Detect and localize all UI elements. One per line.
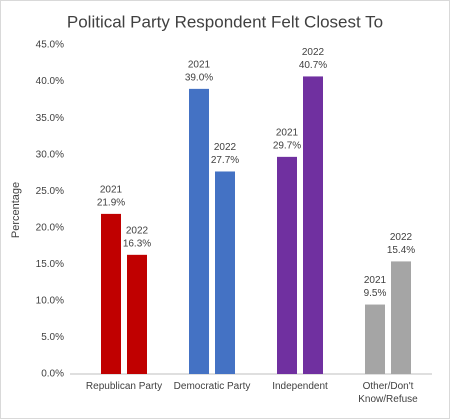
y-tick-label: 20.0% <box>36 222 64 233</box>
bar-series-label: 2022 <box>126 225 149 236</box>
y-tick-label: 30.0% <box>36 149 64 160</box>
bar-series-label: 2021 <box>100 185 123 196</box>
y-tick-label: 0.0% <box>41 369 64 380</box>
bar <box>215 171 235 374</box>
y-axis-title: Percentage <box>10 182 22 238</box>
y-tick-label: 15.0% <box>36 259 64 270</box>
bar <box>277 156 297 374</box>
bar-value-label: 15.4% <box>387 245 415 256</box>
bar-series-label: 2021 <box>276 128 299 139</box>
bar <box>101 213 121 374</box>
y-tick-label: 5.0% <box>41 332 64 343</box>
bar <box>365 304 385 374</box>
bar-series-label: 2022 <box>214 142 237 153</box>
bar-value-label: 39.0% <box>185 73 213 84</box>
bar-value-label: 16.3% <box>123 238 151 249</box>
x-tick-label: Democratic Party <box>173 381 251 392</box>
bar <box>391 261 411 374</box>
bar-series-label: 2021 <box>188 60 211 71</box>
bar-value-label: 9.5% <box>364 288 387 299</box>
bar-series-label: 2022 <box>302 47 325 58</box>
bar-value-label: 29.7% <box>273 141 301 152</box>
y-tick-label: 25.0% <box>36 186 64 197</box>
y-tick-label: 35.0% <box>36 113 64 124</box>
x-tick-label: Other/Don't Know/Refuse <box>358 381 418 405</box>
bar-value-label: 27.7% <box>211 155 239 166</box>
bar-value-label: 21.9% <box>97 198 125 209</box>
x-tick-label: Republican Party <box>85 381 163 392</box>
bar-series-label: 2021 <box>364 275 387 286</box>
y-tick-label: 45.0% <box>36 40 64 51</box>
bar <box>189 88 209 374</box>
bar <box>303 76 323 374</box>
bar-value-label: 40.7% <box>299 60 327 71</box>
y-tick-label: 40.0% <box>36 76 64 87</box>
chart-title: Political Party Respondent Felt Closest … <box>67 12 383 31</box>
x-tick-label: Independent <box>272 381 328 392</box>
bar <box>127 254 147 374</box>
bar-series-label: 2022 <box>390 232 413 243</box>
y-tick-label: 10.0% <box>36 296 64 307</box>
